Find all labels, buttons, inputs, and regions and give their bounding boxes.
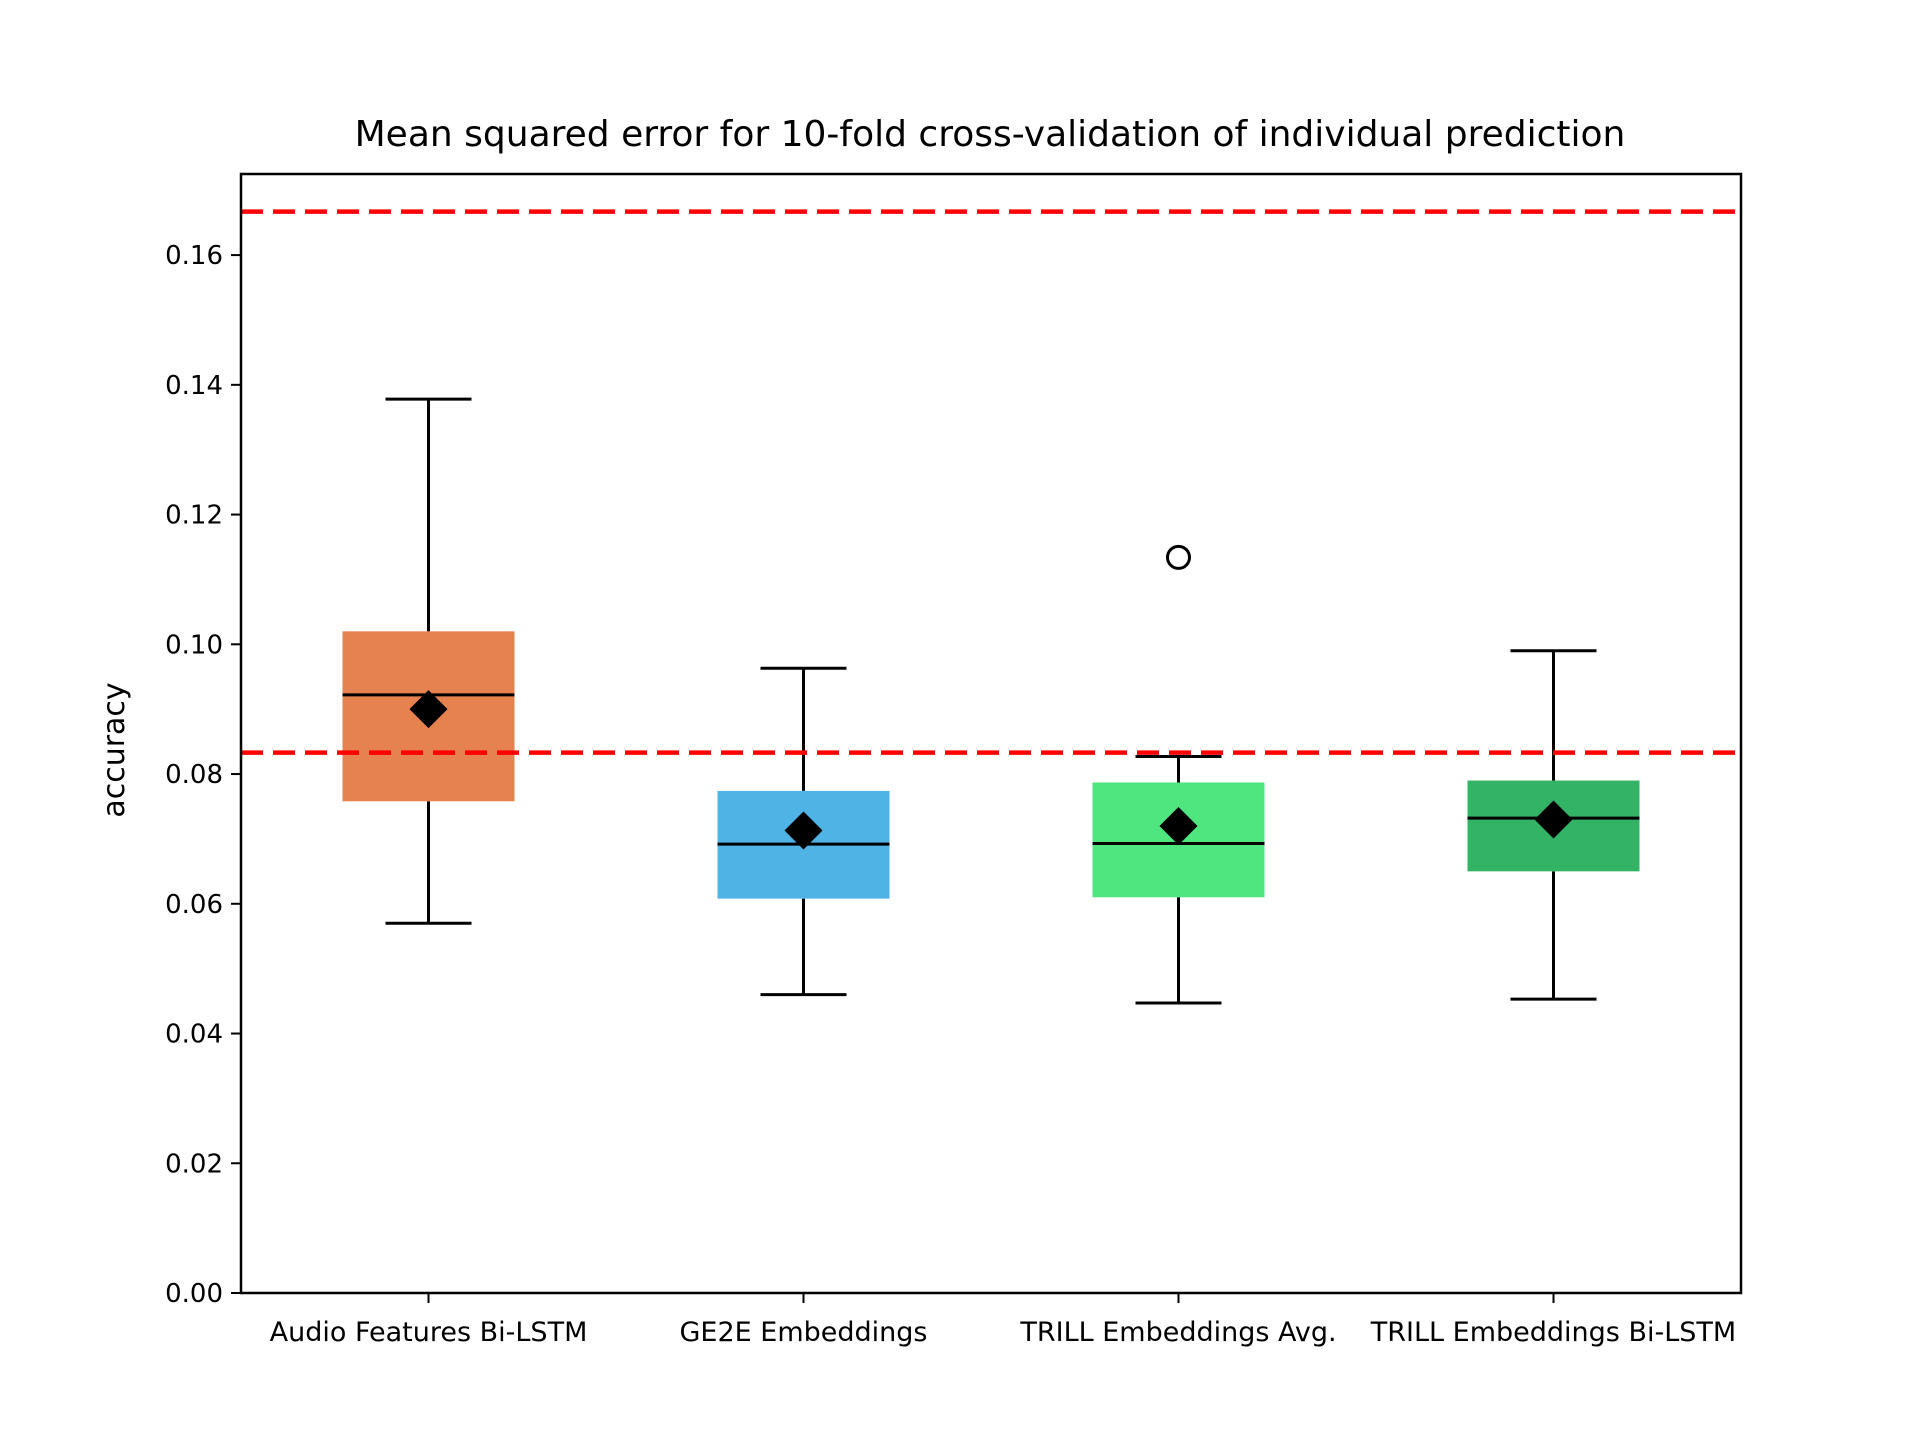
mean-marker — [784, 811, 823, 850]
mean-marker — [409, 690, 448, 729]
x-tick-label: TRILL Embeddings Avg. — [1019, 1317, 1336, 1348]
x-tick-label: Audio Features Bi-LSTM — [270, 1317, 588, 1348]
y-tick-label: 0.16 — [165, 241, 223, 271]
y-tick-label: 0.08 — [165, 760, 223, 790]
outlier-point — [1166, 544, 1191, 570]
x-tick-label: GE2E Embeddings — [679, 1317, 927, 1348]
y-tick-label: 0.00 — [165, 1279, 223, 1309]
plot-area: 0.00 0.02 0.04 0.06 0.08 0.10 0.12 0.14 0.16 Audi… — [165, 209, 1741, 1348]
y-tick-label: 0.12 — [165, 501, 223, 531]
y-tick-label: 0.14 — [165, 371, 223, 401]
y-tick-label: 0.02 — [165, 1149, 223, 1179]
y-tick-label: 0.10 — [165, 630, 223, 660]
y-tick-label: 0.04 — [165, 1020, 223, 1050]
chart-title: Mean squared error for 10-fold cross-val… — [355, 114, 1626, 155]
plot-frame — [239, 172, 1743, 1295]
y-tick-label: 0.06 — [165, 890, 223, 920]
y-axis-label: accuracy — [97, 682, 132, 817]
mean-marker — [1534, 800, 1573, 839]
x-tick-label: TRILL Embeddings Bi-LSTM — [1370, 1317, 1736, 1348]
mean-marker — [1159, 806, 1198, 845]
